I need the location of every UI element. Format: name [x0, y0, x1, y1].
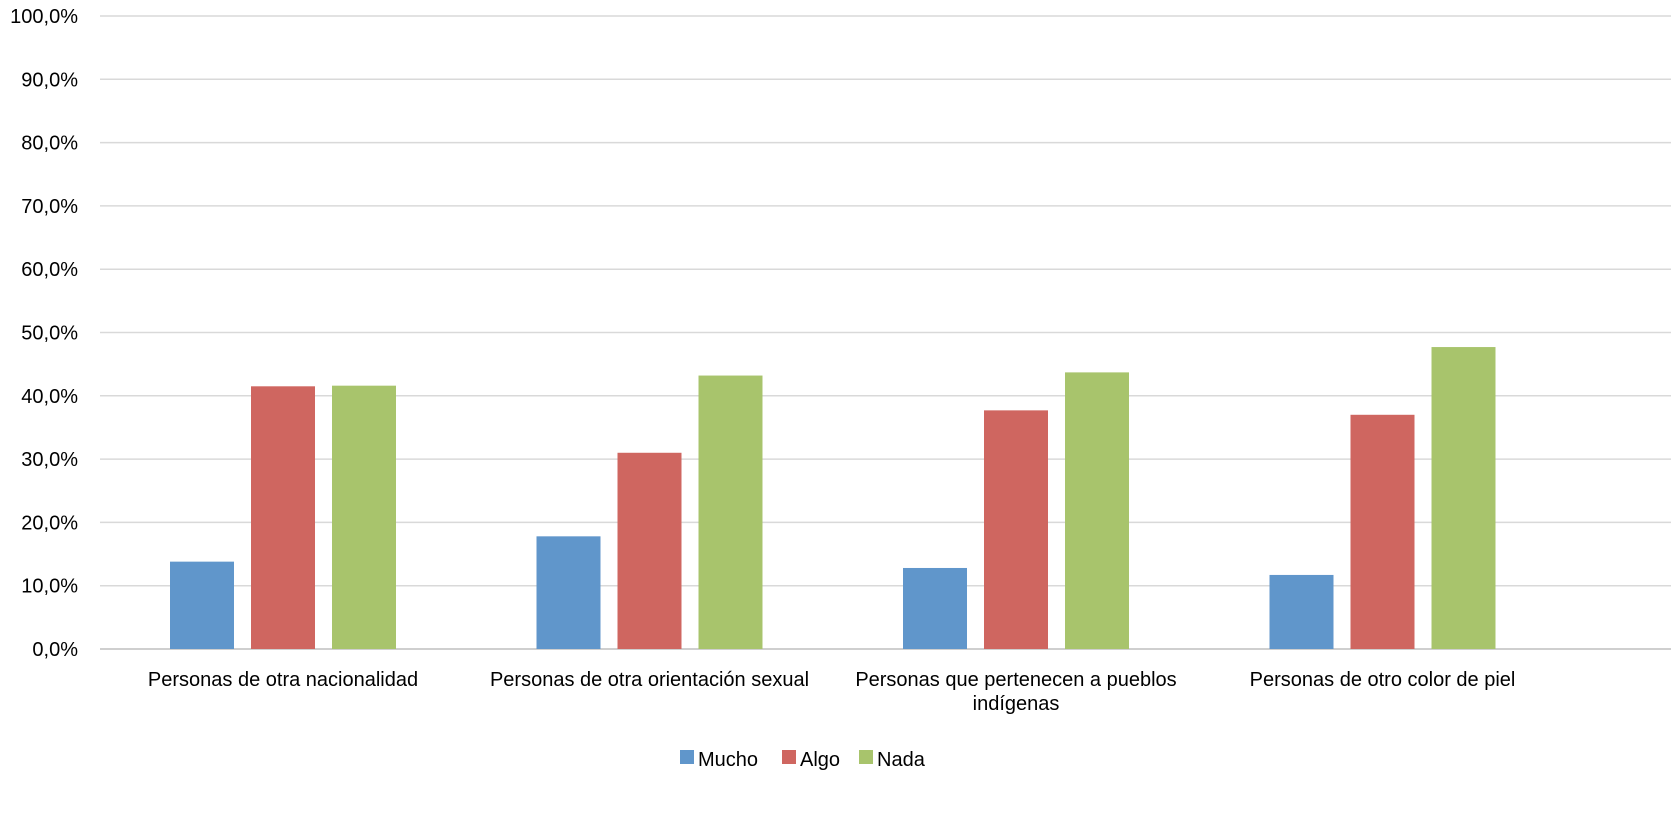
legend-swatch-algo [782, 750, 796, 764]
bar-algo [984, 410, 1048, 649]
y-tick-label: 100,0% [10, 6, 78, 28]
bar-mucho [903, 567, 967, 649]
legend-label-mucho: Mucho [698, 749, 758, 771]
y-tick-label: 40,0% [21, 386, 78, 408]
bar-nada [1065, 372, 1129, 649]
y-tick-label: 10,0% [21, 576, 78, 598]
bar-mucho [536, 536, 601, 649]
legend: Mucho Algo Nada [680, 749, 926, 771]
y-tick-label: 20,0% [21, 512, 78, 534]
bar-mucho [170, 561, 234, 649]
x-axis-category-labels: Personas de otra nacionalidad Personas de… [148, 669, 1515, 715]
y-tick-label: 30,0% [21, 449, 78, 471]
x-category-label: Personas de otra nacionalidad [148, 669, 418, 691]
x-category-label: Personas de otra orientación sexual [490, 669, 809, 691]
y-axis-tick-labels: 0,0% 10,0% 20,0% 30,0% 40,0% 50,0% 60,0% 70,0% 8… [10, 6, 78, 661]
bar-nada [1431, 347, 1496, 649]
bar-algo [251, 386, 315, 649]
legend-swatch-nada [859, 750, 873, 764]
legend-label-nada: Nada [877, 749, 926, 771]
legend-swatch-mucho [680, 750, 694, 764]
bar-nada [698, 375, 763, 649]
legend-label-algo: Algo [800, 749, 840, 771]
y-tick-label: 90,0% [21, 69, 78, 91]
x-category-label: Personas que pertenecen a pueblos indígen… [855, 669, 1176, 715]
x-category-label: Personas de otro color de piel [1250, 669, 1516, 691]
y-tick-label: 50,0% [21, 323, 78, 345]
y-tick-label: 80,0% [21, 133, 78, 155]
y-tick-label: 60,0% [21, 259, 78, 281]
bar-mucho [1269, 574, 1334, 649]
bar-algo [1350, 414, 1415, 649]
y-tick-label: 70,0% [21, 196, 78, 218]
y-tick-label: 0,0% [32, 639, 78, 661]
bar-nada [332, 385, 396, 649]
bar-algo [617, 452, 682, 649]
bars [170, 347, 1496, 649]
